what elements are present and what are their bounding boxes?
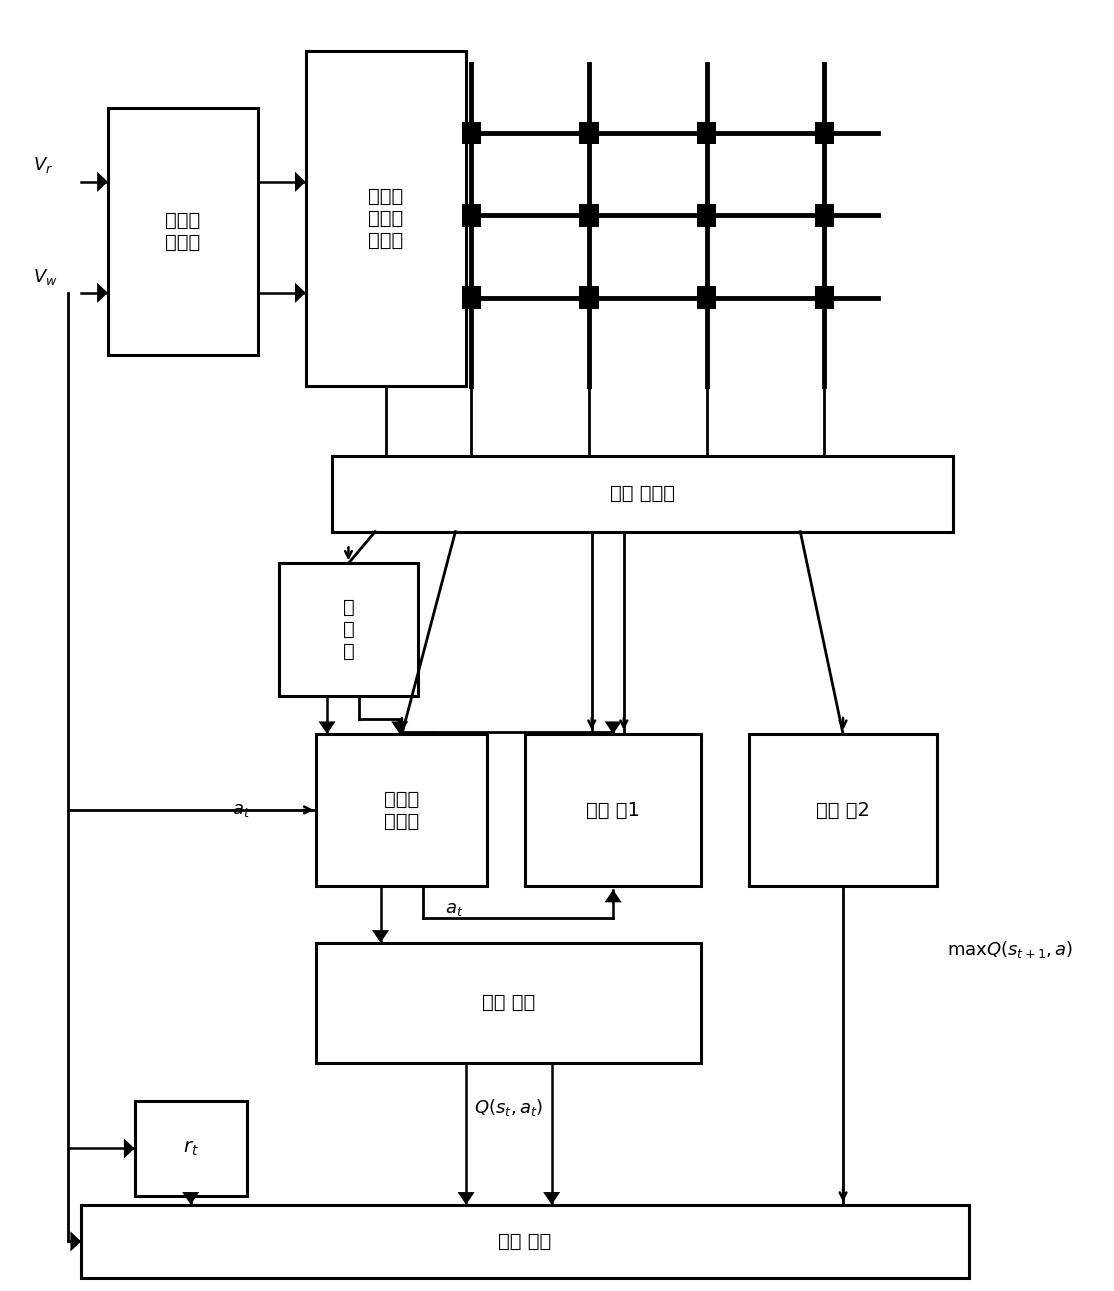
Text: 控
制
器: 控 制 器 — [343, 598, 354, 661]
Polygon shape — [70, 1232, 81, 1251]
FancyBboxPatch shape — [579, 287, 598, 309]
FancyBboxPatch shape — [750, 735, 937, 886]
Polygon shape — [97, 283, 108, 303]
FancyBboxPatch shape — [814, 121, 834, 145]
FancyBboxPatch shape — [305, 50, 466, 386]
Text: 比较 器1: 比较 器1 — [586, 800, 641, 820]
Text: $V_w$: $V_w$ — [33, 266, 58, 287]
Polygon shape — [97, 172, 108, 192]
Text: $Q(s_t,a_t)$: $Q(s_t,a_t)$ — [475, 1097, 544, 1118]
FancyBboxPatch shape — [814, 204, 834, 227]
Text: 比较 器2: 比较 器2 — [817, 800, 870, 820]
FancyBboxPatch shape — [316, 942, 702, 1062]
FancyBboxPatch shape — [462, 121, 481, 145]
Text: $\mathrm{max}Q(s_{t+1},a)$: $\mathrm{max}Q(s_{t+1},a)$ — [947, 939, 1074, 959]
FancyBboxPatch shape — [462, 204, 481, 227]
FancyBboxPatch shape — [135, 1101, 247, 1195]
Polygon shape — [183, 1192, 199, 1205]
FancyBboxPatch shape — [332, 456, 952, 532]
FancyBboxPatch shape — [316, 735, 488, 886]
FancyBboxPatch shape — [814, 287, 834, 309]
FancyBboxPatch shape — [697, 204, 716, 227]
Polygon shape — [605, 722, 622, 735]
Polygon shape — [391, 722, 409, 735]
FancyBboxPatch shape — [579, 121, 598, 145]
Text: $V_r$: $V_r$ — [33, 155, 53, 176]
Text: $a_t$: $a_t$ — [444, 900, 463, 918]
Polygon shape — [458, 1192, 475, 1205]
FancyBboxPatch shape — [81, 1205, 969, 1278]
FancyBboxPatch shape — [108, 108, 257, 355]
Text: 随机选
择模块: 随机选 择模块 — [384, 790, 420, 830]
FancyBboxPatch shape — [697, 121, 716, 145]
Text: 延迟 单元: 延迟 单元 — [482, 993, 536, 1012]
Text: 状态检
测与选
择模块: 状态检 测与选 择模块 — [369, 187, 403, 250]
Polygon shape — [319, 722, 335, 735]
Text: 运算 模块: 运算 模块 — [498, 1232, 551, 1251]
FancyBboxPatch shape — [462, 287, 481, 309]
Polygon shape — [295, 172, 305, 192]
FancyBboxPatch shape — [278, 563, 418, 696]
Polygon shape — [544, 1192, 560, 1205]
FancyBboxPatch shape — [579, 204, 598, 227]
Text: 读写控
制开关: 读写控 制开关 — [165, 210, 201, 252]
Polygon shape — [124, 1139, 135, 1158]
FancyBboxPatch shape — [525, 735, 702, 886]
Polygon shape — [605, 889, 622, 902]
FancyBboxPatch shape — [697, 287, 716, 309]
Polygon shape — [295, 283, 305, 303]
Text: $a_t$: $a_t$ — [233, 800, 251, 818]
Text: 列选 择开关: 列选 择开关 — [610, 484, 675, 503]
Polygon shape — [372, 930, 389, 942]
Text: $r_t$: $r_t$ — [183, 1139, 198, 1158]
